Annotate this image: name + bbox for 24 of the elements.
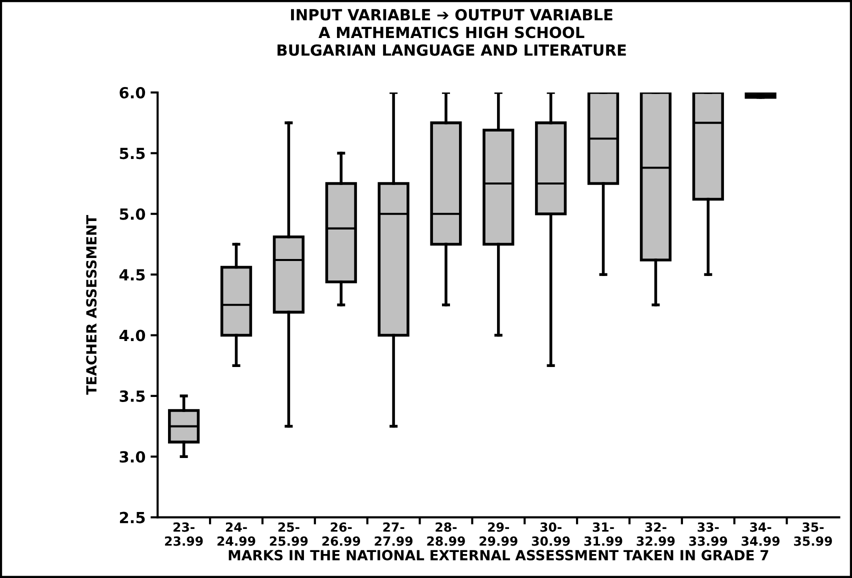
y-axis-title: TEACHER ASSESSMENT [86, 214, 97, 395]
y-tick-label: 2.5 [120, 512, 145, 524]
x-tick-label: 23- 23.99 [165, 522, 203, 546]
x-tick-label: 25- 25.99 [270, 522, 308, 546]
x-tick-label: 28- 28.99 [427, 522, 465, 546]
y-tick-label: 5.5 [120, 148, 145, 160]
x-tick-label: 33- 33.99 [689, 522, 728, 546]
y-tick-label: 4.0 [119, 330, 146, 342]
chart-title: INPUT VARIABLE ➔ OUTPUT VARIABLE A MATHEMATICS HIGH SCHOOL BULGARIAN LANGUAGE AND LITERATURE [278, 8, 626, 56]
y-tick-label: 4.5 [119, 269, 145, 281]
x-tick-label: 26- 26.99 [322, 522, 360, 546]
x-axis-title: MARKS IN THE NATIONAL EXTERNAL ASSESSMENT TAKEN IN GRADE 7 [228, 550, 768, 560]
y-tick-label: 3.5 [120, 390, 145, 402]
x-tick-label: 35- 35.99 [794, 522, 832, 546]
x-tick-label: 34- 34.99 [742, 522, 780, 546]
y-tick-label: 6.0 [120, 86, 146, 98]
x-tick-label: 30- 30.99 [532, 522, 570, 546]
x-tick-label: 32- 32.99 [636, 522, 675, 546]
x-tick-label: 24- 24.99 [217, 522, 256, 546]
y-tick-label: 5.0 [120, 208, 146, 220]
x-tick-label: 31- 31.99 [584, 522, 622, 546]
y-tick-label: 3.0 [120, 451, 146, 463]
x-tick-label: 27- 27.99 [374, 522, 413, 546]
x-tick-label: 29- 29.99 [480, 522, 518, 546]
